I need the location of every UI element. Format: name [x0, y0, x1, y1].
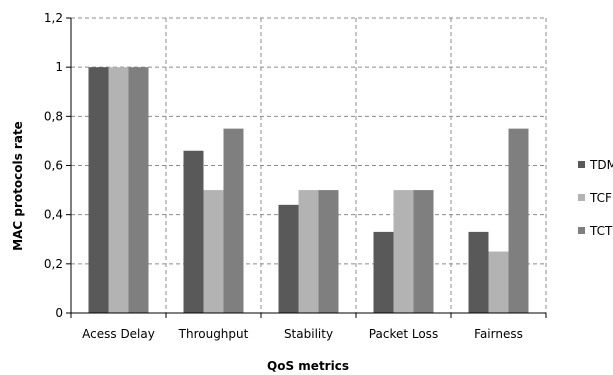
x-tick-labels: Acess Delay Throughput Stability Packet Los… — [82, 327, 523, 341]
legend-swatch-tdm — [578, 161, 585, 168]
x-tick-label: Stability — [284, 327, 333, 341]
bar-tct — [413, 190, 434, 313]
bar-tct — [508, 128, 529, 313]
bar-tcf — [298, 190, 319, 313]
grid-lines — [66, 17, 547, 318]
y-tick-label: 0,2 — [44, 257, 63, 271]
legend-swatch-tcf — [578, 194, 585, 201]
bar-tdm — [278, 204, 299, 313]
legend-swatch-tct — [578, 227, 585, 234]
bar-tdm — [468, 231, 489, 313]
bar-tcf — [203, 190, 224, 313]
y-tick-label: 0 — [55, 306, 63, 320]
y-tick-label: 0,4 — [44, 208, 63, 222]
x-tick-label: Acess Delay — [82, 327, 155, 341]
legend-label-tdm: TDM — [589, 158, 613, 172]
legend-label-tct: TCT — [589, 224, 613, 238]
bars — [88, 67, 529, 314]
y-tick-label: 0,6 — [44, 159, 63, 173]
bar-tct — [128, 67, 149, 314]
legend: TDM TCF TCT — [578, 158, 613, 238]
legend-label-tcf: TCF — [589, 191, 612, 205]
bar-tcf — [488, 251, 509, 313]
y-tick-label: 0,8 — [44, 109, 63, 123]
y-tick-labels: 0 0,2 0,4 0,6 0,8 1 1,2 — [44, 11, 63, 320]
y-axis-title: MAC protocols rate — [11, 121, 25, 251]
bar-tcf — [108, 67, 129, 314]
bar-tcf — [393, 190, 414, 313]
x-axis-title: QoS metrics — [267, 359, 349, 373]
bar-tdm — [183, 150, 204, 313]
x-tick-label: Fairness — [474, 327, 523, 341]
y-tick-label: 1,2 — [44, 11, 63, 25]
bar-tct — [318, 190, 339, 313]
bar-tct — [223, 128, 244, 313]
bar-tdm — [88, 67, 109, 314]
axes — [70, 18, 546, 314]
x-tick-label: Packet Loss — [369, 327, 438, 341]
bar-tdm — [373, 231, 394, 313]
x-tick-label: Throughput — [178, 327, 249, 341]
y-tick-label: 1 — [55, 60, 63, 74]
